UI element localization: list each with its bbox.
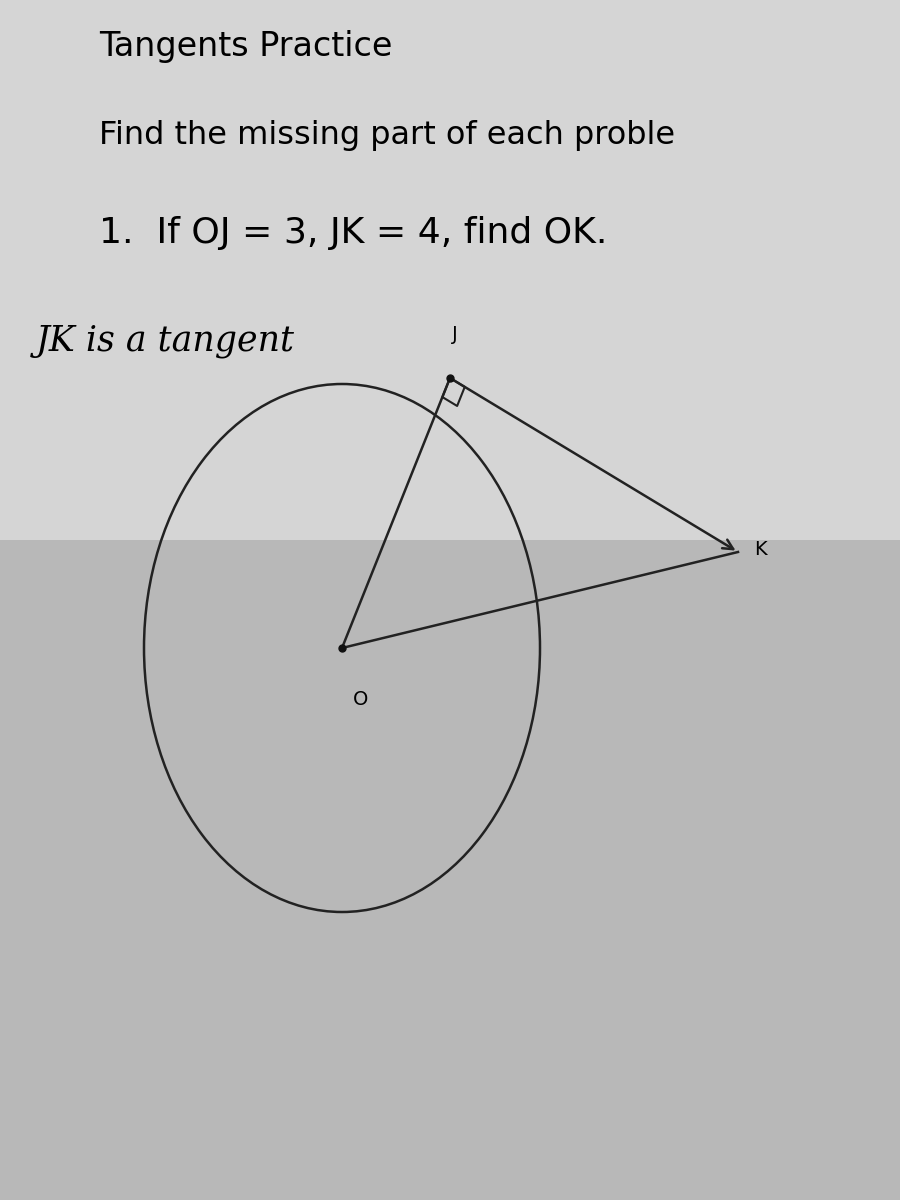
Text: JK is a tangent: JK is a tangent bbox=[36, 324, 295, 358]
Text: Tangents Practice: Tangents Practice bbox=[99, 30, 392, 62]
Text: Find the missing part of each proble: Find the missing part of each proble bbox=[99, 120, 675, 151]
Text: J: J bbox=[452, 325, 457, 344]
Text: K: K bbox=[754, 540, 767, 559]
Text: O: O bbox=[353, 690, 368, 709]
Text: 1.  If OJ = 3, JK = 4, find OK.: 1. If OJ = 3, JK = 4, find OK. bbox=[99, 216, 608, 250]
FancyBboxPatch shape bbox=[0, 0, 900, 540]
